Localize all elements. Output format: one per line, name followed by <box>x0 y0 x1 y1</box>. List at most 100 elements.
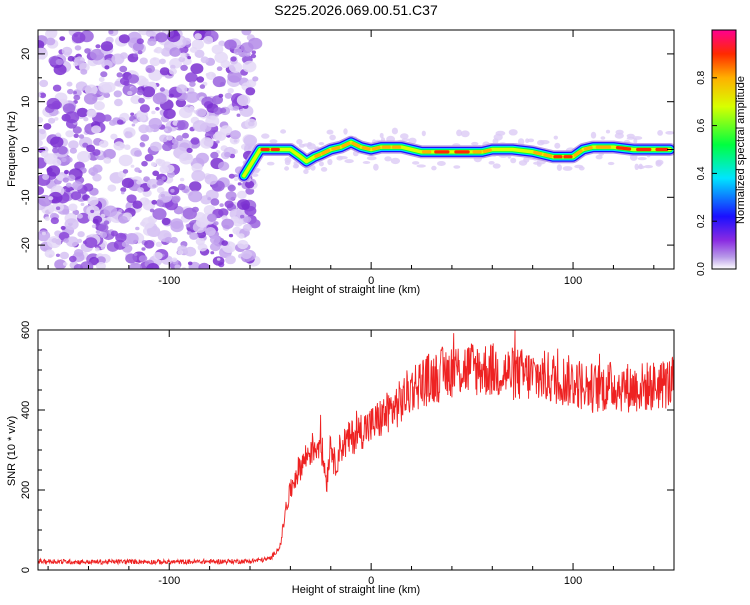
track-halo-blob <box>657 130 663 136</box>
noise-blob <box>174 264 181 269</box>
noise-blob <box>232 226 242 235</box>
noise-blob <box>189 181 202 192</box>
noise-blob <box>44 249 55 258</box>
track-hot-segment <box>543 153 553 158</box>
noise-blob <box>107 184 117 192</box>
noise-blob <box>207 197 212 201</box>
noise-blob <box>118 216 128 224</box>
track-halo-blob <box>280 129 287 134</box>
noise-blob <box>59 251 69 260</box>
noise-blob <box>56 174 65 181</box>
noise-blob <box>227 70 242 83</box>
noise-blob <box>215 140 220 144</box>
x-tick-label: 0 <box>368 275 374 287</box>
noise-blob <box>190 63 204 74</box>
noise-blob <box>210 198 220 206</box>
noise-blob <box>224 92 233 99</box>
noise-blob <box>52 84 62 92</box>
noise-blob <box>134 150 142 157</box>
noise-blob <box>194 33 202 40</box>
noise-blob <box>195 217 209 228</box>
track-hot-segment <box>361 146 371 151</box>
noise-blob <box>243 216 252 223</box>
track-halo-blob <box>638 163 643 170</box>
noise-blob <box>178 106 193 119</box>
colorbar-tick-label: 0.0 <box>696 262 707 276</box>
noise-blob <box>157 159 166 167</box>
noise-blob <box>52 158 62 167</box>
noise-blob <box>54 117 59 121</box>
noise-blob <box>54 259 67 269</box>
track-hot-segment <box>314 153 322 158</box>
noise-blob <box>224 200 234 209</box>
track-halo-blob <box>574 164 584 169</box>
noise-blob <box>177 250 184 255</box>
track-halo-blob <box>310 165 316 171</box>
noise-blob <box>69 255 77 263</box>
track-hot-segment <box>331 146 341 151</box>
noise-blob <box>155 106 160 111</box>
y-tick-label: 10 <box>20 96 32 108</box>
noise-blob <box>101 59 113 70</box>
noise-blob <box>65 130 74 138</box>
noise-blob <box>121 177 134 189</box>
noise-blob <box>139 57 148 65</box>
noise-blob <box>136 180 142 185</box>
noise-blob <box>92 173 102 182</box>
noise-blob <box>196 76 205 83</box>
noise-blob <box>41 231 47 236</box>
track-halo-blob <box>554 142 561 149</box>
noise-blob <box>233 48 242 55</box>
track-hot-segment <box>583 146 593 151</box>
noise-blob <box>218 93 224 98</box>
snr-axes: -100 0 100 0 200 400 600 <box>20 321 674 587</box>
figure-title: S225.2026.069.00.51.C37 <box>274 2 438 18</box>
track-hot-segment <box>615 146 632 151</box>
noise-blob <box>169 47 181 57</box>
noise-blob <box>77 238 83 243</box>
noise-blob <box>140 78 149 86</box>
noise-blob <box>192 120 207 132</box>
noise-blob <box>245 87 256 96</box>
noise-blob <box>77 151 91 163</box>
y-tick-label: 0 <box>20 567 32 573</box>
noise-blob <box>244 118 258 129</box>
noise-blob <box>199 84 206 89</box>
frequency-track <box>237 127 674 183</box>
noise-blob <box>55 253 61 257</box>
noise-blob <box>170 236 178 244</box>
track-halo-blob <box>373 163 379 171</box>
noise-blob <box>224 39 237 50</box>
noise-blob <box>71 31 86 44</box>
noise-blob <box>176 84 188 94</box>
noise-blob <box>140 221 146 226</box>
noise-blob <box>100 213 106 218</box>
noise-blob <box>113 90 123 98</box>
noise-blob <box>209 235 221 245</box>
noise-blob <box>159 165 170 174</box>
noise-blob <box>156 180 163 186</box>
noise-blob <box>137 187 144 193</box>
noise-blob <box>203 36 214 45</box>
noise-blob <box>180 52 187 58</box>
track-halo-blob <box>318 161 324 167</box>
noise-blob <box>114 80 122 87</box>
noise-blob <box>135 226 140 231</box>
noise-blob <box>55 58 64 66</box>
track-hot-segment <box>482 148 492 153</box>
y-tick-label: 0 <box>20 146 32 152</box>
noise-blob <box>50 217 59 225</box>
track-halo-blob <box>614 132 624 139</box>
noise-blob <box>237 190 247 199</box>
noise-blob <box>229 153 236 159</box>
noise-blob <box>130 164 135 168</box>
noise-blob <box>240 214 245 219</box>
track-halo-blob <box>412 161 420 165</box>
noise-blob <box>139 104 150 113</box>
noise-blob <box>73 94 81 101</box>
noise-blob <box>248 37 263 50</box>
noise-blob <box>65 182 72 188</box>
noise-region <box>38 30 263 269</box>
track-halo-blob <box>626 133 635 138</box>
